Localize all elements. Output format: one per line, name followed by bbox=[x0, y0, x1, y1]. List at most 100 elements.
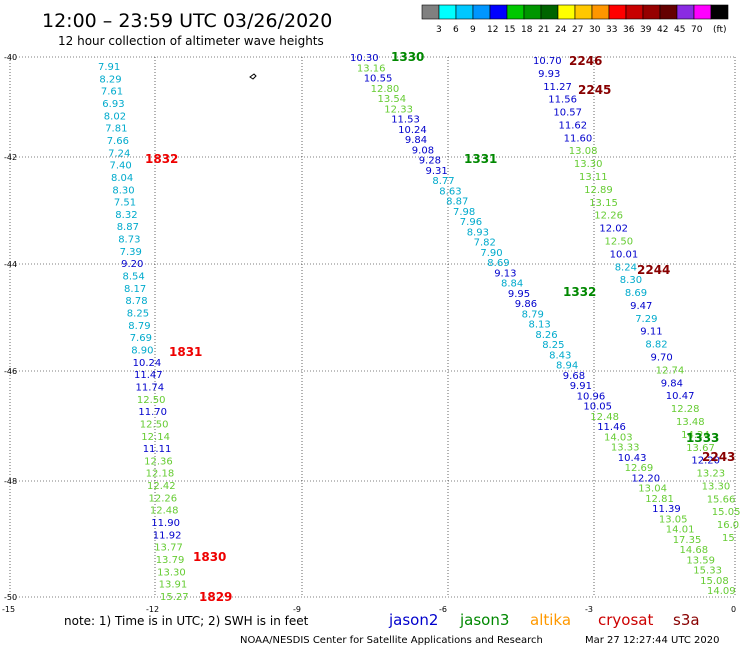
x-tick-label: -3 bbox=[585, 605, 593, 614]
swh-value: 15.33 bbox=[693, 566, 722, 577]
swh-value: 13.67 bbox=[686, 443, 715, 454]
swh-value: 7.98 bbox=[453, 207, 475, 218]
colorbar-swatch bbox=[574, 4, 593, 20]
y-tick-label: -40 bbox=[4, 53, 17, 62]
swh-value: 7.51 bbox=[114, 198, 136, 209]
swh-value: 12.20 bbox=[632, 473, 661, 484]
swh-value: 12.50 bbox=[605, 237, 634, 248]
swh-value: 8.78 bbox=[125, 296, 147, 307]
colorbar-swatch bbox=[421, 4, 440, 20]
swh-value: 7.96 bbox=[460, 217, 482, 228]
colorbar-tick-label: 27 bbox=[572, 25, 583, 35]
swh-value: 14.09 bbox=[707, 586, 736, 597]
swh-value: 12.28 bbox=[671, 404, 700, 415]
swh-value: 8.54 bbox=[123, 272, 145, 283]
y-axis: -40 -42 -44 -46 -48 -50 bbox=[4, 53, 17, 602]
swh-value: 11.56 bbox=[548, 95, 577, 106]
legend-jason2: jason2 bbox=[388, 611, 438, 629]
swh-value: 13.16 bbox=[357, 63, 386, 74]
swh-value: 7.39 bbox=[120, 247, 142, 258]
swh-value: 7.81 bbox=[105, 124, 127, 135]
swh-value: 11.74 bbox=[136, 383, 165, 394]
time-label-1331: 1331 bbox=[464, 152, 497, 166]
swh-value: 9.95 bbox=[508, 289, 530, 300]
swh-value: 14.01 bbox=[666, 525, 695, 536]
swh-value: 13.05 bbox=[659, 514, 688, 525]
swh-value: 8.17 bbox=[124, 284, 146, 295]
swh-value: 15.66 bbox=[707, 494, 736, 505]
swh-value: 10.55 bbox=[364, 74, 393, 85]
swh-value: 10.43 bbox=[618, 453, 647, 464]
time-label-2246: 2246 bbox=[569, 54, 602, 68]
footer-timestamp: Mar 27 12:27:44 UTC 2020 bbox=[585, 635, 720, 646]
colorbar-swatch bbox=[710, 4, 729, 20]
swh-value: 13.30 bbox=[574, 159, 603, 170]
colorbar-tick-label: 24 bbox=[555, 25, 567, 35]
colorbar-tick-label: 18 bbox=[521, 25, 533, 35]
swh-value: 16.05 bbox=[717, 520, 740, 531]
track-values: 7.918.29 7.616.938.02 7.817.667.24 7.408.04… bbox=[98, 53, 740, 603]
swh-value: 7.24 bbox=[108, 148, 130, 159]
x-tick-label: -6 bbox=[439, 605, 447, 614]
legend-jason3: jason3 bbox=[459, 611, 509, 629]
swh-value: 14.03 bbox=[604, 432, 633, 443]
swh-value: 11.70 bbox=[138, 407, 167, 418]
colorbar-tick-label: 33 bbox=[606, 25, 617, 35]
swh-value: 8.24 bbox=[615, 262, 637, 273]
legend-s3a: s3a bbox=[673, 611, 700, 629]
swh-value: 9.93 bbox=[538, 69, 560, 80]
colorbar-tick-label: 39 bbox=[640, 25, 652, 35]
swh-value: 13.79 bbox=[156, 555, 185, 566]
swh-value: 12.48 bbox=[150, 506, 179, 517]
x-tick-label: -15 bbox=[2, 605, 15, 614]
swh-colorbar: 3 6 9 12 15 18 21 24 27 30 33 36 39 42 45 70 bbox=[421, 4, 729, 35]
swh-value: 9.28 bbox=[419, 156, 441, 167]
swh-value: 9.47 bbox=[630, 301, 652, 312]
colorbar-swatch bbox=[676, 4, 695, 20]
colorbar-tick-label: 21 bbox=[538, 25, 549, 35]
colorbar-swatch bbox=[438, 4, 457, 20]
time-label-1829: 1829 bbox=[199, 590, 232, 604]
swh-value: 8.79 bbox=[522, 309, 544, 320]
colorbar-tick-label: 45 bbox=[674, 25, 685, 35]
colorbar-swatch bbox=[506, 4, 525, 20]
colorbar-swatch bbox=[523, 4, 542, 20]
colorbar-tick-label: 3 bbox=[436, 25, 442, 35]
colorbar-swatch bbox=[591, 4, 610, 20]
colorbar-swatch bbox=[659, 4, 678, 20]
colorbar-swatch bbox=[455, 4, 474, 20]
note-text: note: 1) Time is in UTC; 2) SWH is in fe… bbox=[64, 614, 309, 628]
footer-credit: NOAA/NESDIS Center for Satellite Applica… bbox=[240, 635, 543, 646]
swh-value: 9.68 bbox=[563, 371, 585, 382]
swh-value: 12.81 bbox=[645, 494, 674, 505]
map-subtitle: 12 hour collection of altimeter wave hei… bbox=[58, 34, 324, 48]
swh-value: 8.82 bbox=[645, 340, 667, 351]
swh-value: 12.50 bbox=[137, 395, 166, 406]
swh-value: 13.33 bbox=[611, 443, 640, 454]
swh-value: 14.68 bbox=[680, 545, 709, 556]
swh-value: 8.30 bbox=[112, 185, 134, 196]
swh-value: 10.57 bbox=[553, 108, 582, 119]
time-label-2243: 2243 bbox=[702, 450, 735, 464]
swh-value: 12.89 bbox=[584, 185, 613, 196]
swh-value: 10.30 bbox=[350, 53, 379, 64]
swh-value: 8.69 bbox=[487, 258, 509, 269]
swh-value: 13.30 bbox=[702, 481, 731, 492]
swh-value: 9.91 bbox=[570, 381, 592, 392]
swh-value: 7.91 bbox=[98, 62, 120, 73]
time-label-1831: 1831 bbox=[169, 345, 202, 359]
x-tick-label: 0 bbox=[731, 605, 736, 614]
swh-value: 11.92 bbox=[153, 530, 182, 541]
swh-value: 9.31 bbox=[426, 166, 448, 177]
swh-value: 13.54 bbox=[378, 94, 407, 105]
swh-value: 8.43 bbox=[549, 350, 571, 361]
swh-value: 10.47 bbox=[666, 391, 695, 402]
swh-value: 12.74 bbox=[656, 365, 685, 376]
swh-value: 7.29 bbox=[635, 314, 657, 325]
swh-value: 8.32 bbox=[115, 210, 137, 221]
time-label-1332: 1332 bbox=[563, 285, 596, 299]
swh-value: 12.50 bbox=[140, 419, 169, 430]
swh-value: 9.86 bbox=[515, 299, 537, 310]
swh-value: 9.20 bbox=[121, 259, 143, 270]
colorbar-tick-label: 12 bbox=[487, 25, 498, 35]
